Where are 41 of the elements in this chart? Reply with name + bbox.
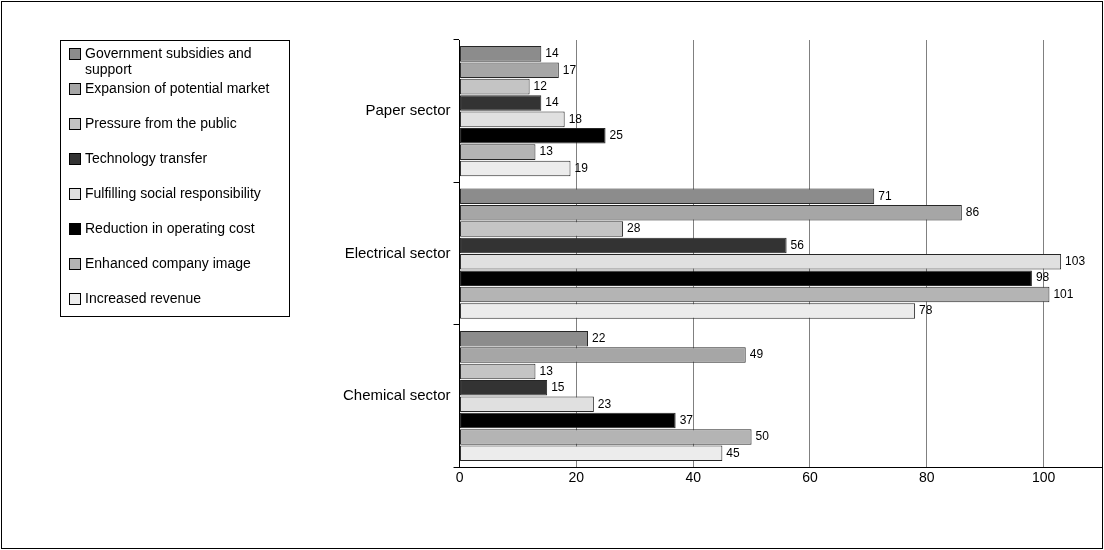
x-tick-label: 40: [685, 469, 702, 486]
y-tick-label: Electrical sector: [344, 243, 451, 261]
legend-label: Reduction in operating cost: [85, 220, 255, 236]
data-label: 98: [1035, 270, 1050, 285]
data-label: 103: [1065, 254, 1086, 269]
data-label: 22: [592, 331, 606, 345]
data-label: 17: [562, 62, 577, 77]
data-label: 19: [574, 160, 589, 175]
data-label: 14: [545, 95, 559, 110]
data-label: 49: [749, 347, 764, 362]
legend-label: Technology transfer: [85, 150, 208, 166]
data-label: 18: [568, 111, 583, 126]
data-label: 78: [919, 303, 933, 318]
legend-label: Enhanced company image: [85, 255, 251, 271]
y-tick-label: Paper sector: [365, 101, 451, 119]
data-label: 37: [679, 412, 694, 427]
data-label: 15: [551, 380, 565, 395]
data-label: 28: [627, 221, 641, 236]
data-label: 45: [726, 445, 741, 460]
legend-label: Increased revenue: [85, 290, 201, 306]
legend-label: Expansion of potential market: [85, 80, 270, 96]
data-label: 23: [597, 396, 612, 411]
x-tick-label: 80: [918, 469, 935, 486]
legend-label: Government subsidies and support: [85, 45, 253, 77]
x-tick-label: 20: [568, 469, 585, 486]
data-label: 14: [545, 46, 559, 61]
y-tick-label: Chemical sector: [342, 386, 451, 404]
data-label: 25: [609, 128, 624, 143]
data-label: 101: [1053, 286, 1074, 301]
data-label: 13: [539, 363, 554, 378]
data-label: 50: [755, 429, 770, 444]
data-label: 86: [965, 204, 980, 219]
x-tick-label: 60: [802, 469, 818, 486]
data-label: 12: [533, 78, 548, 93]
legend-label: Pressure from the public: [85, 115, 237, 131]
data-label: 13: [539, 144, 554, 159]
x-tick-label: 0: [455, 469, 464, 486]
x-tick-label: 100: [1031, 469, 1056, 486]
legend-label: Fulfilling social responsibility: [85, 185, 261, 201]
data-label: 56: [790, 237, 805, 252]
data-label: 71: [878, 188, 892, 203]
